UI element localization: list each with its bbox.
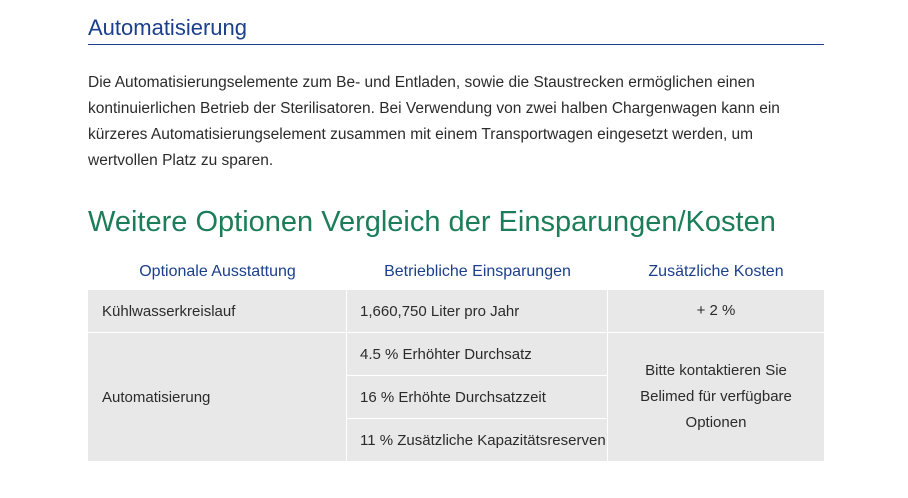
comparison-table: Optionale Ausstattung Betriebliche Einsp… [88, 254, 824, 461]
table-row: 16 % Erhöhte Durchsatzzeit [88, 376, 824, 419]
table-header-row: Optionale Ausstattung Betriebliche Einsp… [88, 254, 824, 290]
savings-cell: 1,660,750 Liter pro Jahr [347, 290, 608, 333]
header-additional-costs: Zusätzliche Kosten [648, 263, 784, 280]
savings-cell: 11 % Zusätzliche Kapazitätsreserven [347, 419, 608, 461]
savings-cell: 4.5 % Erhöhter Durchsatz [347, 333, 608, 376]
table-row: Automatisierung 4.5 % Erhöhter Durchsatz… [88, 333, 824, 461]
title-divider [88, 44, 824, 45]
cost-contact-text: Bitte kontaktieren Sie Belimed für verfü… [640, 362, 792, 431]
intro-paragraph: Die Automatisierungselemente zum Be- und… [88, 74, 780, 169]
options-title: Weitere Optionen Vergleich der Einsparun… [88, 206, 776, 238]
header-optional-equipment: Optionale Ausstattung [139, 263, 296, 280]
cost-cell: + 2 % [608, 290, 824, 333]
savings-cell: 16 % Erhöhte Durchsatzzeit [347, 376, 608, 419]
header-operational-savings: Betriebliche Einsparungen [384, 263, 571, 280]
table-row: 11 % Zusätzliche Kapazitätsreserven [88, 419, 824, 461]
feature-cell: Kühlwasserkreislauf [88, 290, 347, 333]
cost-cell: Bitte kontaktieren Sie Belimed für verfü… [608, 333, 824, 461]
table-row: Kühlwasserkreislauf 1,660,750 Liter pro … [88, 290, 824, 333]
feature-cell: Automatisierung [88, 333, 347, 461]
section-title: Automatisierung [88, 15, 247, 40]
